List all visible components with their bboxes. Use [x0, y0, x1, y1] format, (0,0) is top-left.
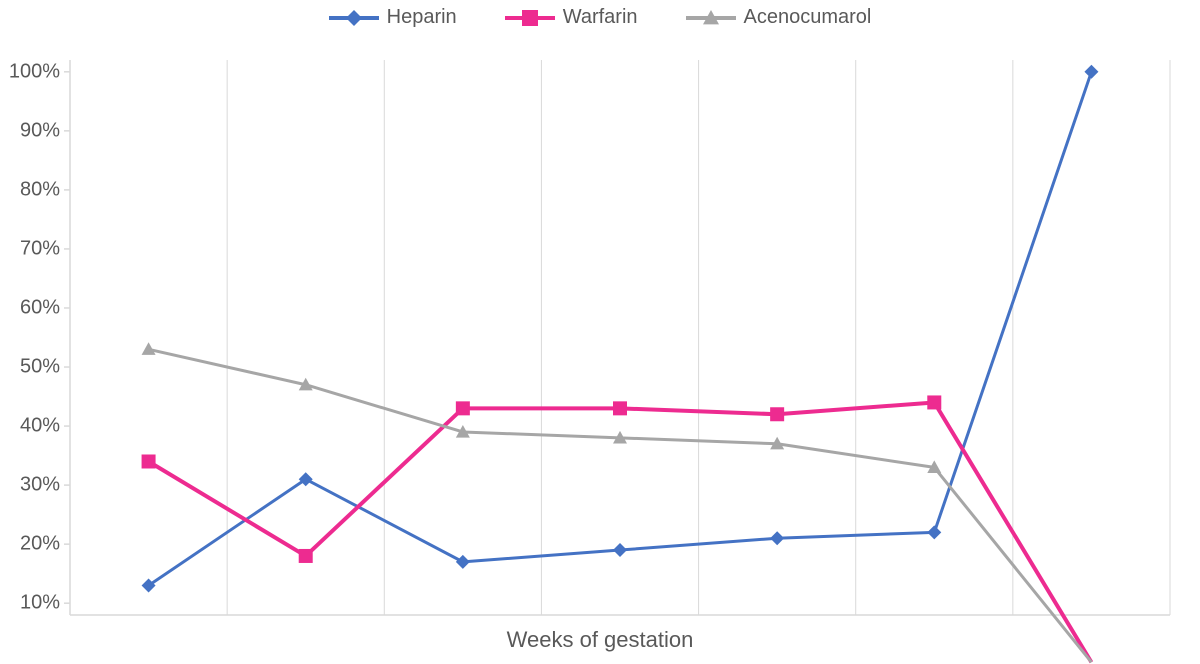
data-marker — [142, 454, 156, 468]
y-tick-label: 100% — [9, 60, 70, 83]
data-marker — [770, 531, 784, 545]
square-icon — [505, 8, 555, 28]
data-marker — [613, 401, 627, 415]
chart-container: HeparinWarfarinAcenocumarol 10%20%30%40%… — [0, 0, 1200, 664]
data-marker — [346, 10, 362, 26]
y-tick-label: 20% — [20, 533, 70, 556]
data-marker — [770, 407, 784, 421]
legend-label: Heparin — [387, 6, 457, 29]
y-tick-label: 30% — [20, 474, 70, 497]
diamond-icon — [329, 8, 379, 28]
legend-label: Acenocumarol — [744, 6, 872, 29]
data-marker — [299, 549, 313, 563]
series-line — [149, 72, 1092, 586]
legend: Heparin Warfarin Acenocumarol — [0, 6, 1200, 34]
legend-item: Warfarin — [505, 6, 638, 29]
chart-svg — [70, 60, 1170, 615]
plot-area: 10%20%30%40%50%60%70%80%90%100% — [70, 60, 1170, 615]
data-marker — [522, 10, 538, 26]
legend-label: Warfarin — [563, 6, 638, 29]
y-tick-label: 80% — [20, 178, 70, 201]
y-tick-label: 70% — [20, 237, 70, 260]
y-tick-label: 90% — [20, 119, 70, 142]
data-marker — [613, 543, 627, 557]
legend-item: Heparin — [329, 6, 457, 29]
y-tick-label: 10% — [20, 592, 70, 615]
legend-item: Acenocumarol — [686, 6, 872, 29]
triangle-icon — [686, 8, 736, 28]
data-marker — [142, 342, 156, 355]
data-marker — [927, 525, 941, 539]
data-marker — [456, 555, 470, 569]
y-tick-label: 60% — [20, 296, 70, 319]
x-axis-title: Weeks of gestation — [0, 627, 1200, 653]
data-marker — [927, 395, 941, 409]
data-marker — [456, 401, 470, 415]
y-tick-label: 50% — [20, 356, 70, 379]
y-tick-label: 40% — [20, 415, 70, 438]
data-marker — [1084, 65, 1098, 79]
